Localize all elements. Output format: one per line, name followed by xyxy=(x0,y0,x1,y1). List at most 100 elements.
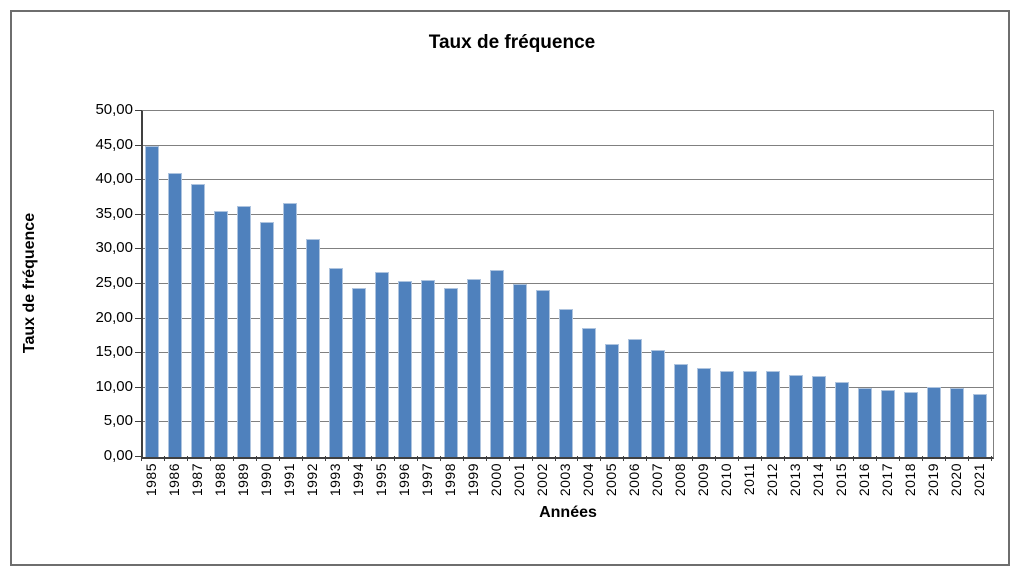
bar-2004 xyxy=(581,327,596,457)
x-tick-label-1991: 1991 xyxy=(281,463,298,497)
gridline-35 xyxy=(143,213,993,215)
x-tick-label-2018: 2018 xyxy=(901,463,918,497)
y-tick-label-20,00: 20,00 xyxy=(95,308,133,326)
bar-1992 xyxy=(306,239,321,457)
bar-1999 xyxy=(467,279,482,457)
y-tick-mark-20 xyxy=(135,318,142,319)
gridline-30 xyxy=(143,248,993,250)
x-tick-mark-30 xyxy=(830,456,832,461)
x-tick-mark-16 xyxy=(508,456,510,461)
x-tick-label-2001: 2001 xyxy=(511,463,528,497)
x-tick-label-1985: 1985 xyxy=(143,463,160,497)
x-tick-mark-32 xyxy=(876,456,878,461)
y-tick-mark-50 xyxy=(135,110,142,111)
x-tick-mark-28 xyxy=(784,456,786,461)
x-tick-mark-0 xyxy=(141,456,142,461)
x-tick-label-1996: 1996 xyxy=(396,463,413,497)
x-tick-mark-3 xyxy=(209,456,211,461)
y-tick-label-10,00: 10,00 xyxy=(95,377,133,395)
y-tick-label-45,00: 45,00 xyxy=(95,135,133,153)
x-tick-mark-5 xyxy=(255,456,257,461)
x-tick-label-2021: 2021 xyxy=(970,463,987,497)
bar-2001 xyxy=(513,284,528,457)
bar-2007 xyxy=(650,349,665,457)
x-tick-label-2020: 2020 xyxy=(947,463,964,497)
x-tick-mark-36 xyxy=(968,456,970,461)
x-tick-mark-21 xyxy=(623,456,625,461)
bar-2020 xyxy=(949,387,964,457)
x-tick-mark-4 xyxy=(232,456,234,461)
y-axis-title: Taux de fréquence xyxy=(21,212,38,354)
bar-2014 xyxy=(811,376,826,457)
x-tick-label-1997: 1997 xyxy=(419,463,436,497)
x-tick-label-2008: 2008 xyxy=(671,463,688,497)
y-tick-label-0,00: 0,00 xyxy=(103,447,133,464)
x-tick-label-1992: 1992 xyxy=(304,463,321,497)
y-tick-mark-0 xyxy=(135,456,142,457)
bar-2000 xyxy=(490,270,505,457)
gridline-40 xyxy=(143,179,993,181)
bar-1991 xyxy=(283,203,298,457)
x-tick-mark-19 xyxy=(577,456,579,461)
x-tick-label-2011: 2011 xyxy=(740,463,757,496)
x-tick-mark-18 xyxy=(554,456,556,461)
x-tick-label-1993: 1993 xyxy=(327,463,344,497)
x-tick-label-1986: 1986 xyxy=(166,463,183,497)
x-tick-mark-31 xyxy=(853,456,855,461)
y-tick-mark-5 xyxy=(135,421,142,422)
bar-1994 xyxy=(352,288,367,457)
x-tick-label-2015: 2015 xyxy=(832,463,849,497)
x-tick-label-2007: 2007 xyxy=(648,463,665,497)
y-tick-mark-40 xyxy=(135,179,142,180)
x-tick-label-2010: 2010 xyxy=(717,463,734,497)
bar-1996 xyxy=(398,281,413,457)
bar-2016 xyxy=(857,387,872,457)
x-tick-label-2013: 2013 xyxy=(786,463,803,497)
x-tick-label-2006: 2006 xyxy=(625,463,642,497)
bar-1997 xyxy=(421,279,436,457)
bar-2002 xyxy=(536,290,551,457)
y-tick-mark-30 xyxy=(135,248,142,249)
x-tick-mark-25 xyxy=(715,456,717,461)
bar-2017 xyxy=(880,389,895,457)
x-tick-label-1988: 1988 xyxy=(212,463,229,497)
bar-1986 xyxy=(168,173,183,457)
y-tick-label-25,00: 25,00 xyxy=(95,274,133,291)
x-tick-mark-2 xyxy=(186,456,188,461)
bar-2019 xyxy=(926,387,941,457)
x-tick-label-1998: 1998 xyxy=(442,463,459,497)
bar-2013 xyxy=(788,374,803,457)
x-tick-label-2000: 2000 xyxy=(488,463,505,497)
x-tick-mark-22 xyxy=(646,456,648,461)
x-tick-mark-14 xyxy=(462,456,464,461)
x-tick-label-1994: 1994 xyxy=(350,463,367,497)
gridline-45 xyxy=(143,144,993,146)
x-tick-label-2016: 2016 xyxy=(855,463,872,497)
bar-2021 xyxy=(972,394,987,457)
x-tick-label-2012: 2012 xyxy=(763,463,780,497)
bar-2009 xyxy=(696,368,711,457)
x-tick-label-1999: 1999 xyxy=(465,463,482,497)
x-tick-mark-23 xyxy=(669,456,671,461)
x-tick-mark-35 xyxy=(945,456,947,461)
x-tick-label-1987: 1987 xyxy=(189,463,206,497)
x-tick-mark-13 xyxy=(439,456,441,461)
x-tick-label-2002: 2002 xyxy=(534,463,551,497)
x-tick-mark-9 xyxy=(347,456,349,461)
y-tick-label-5,00: 5,00 xyxy=(103,412,133,430)
x-tick-mark-33 xyxy=(899,456,901,461)
plot-area xyxy=(141,110,994,459)
bar-1988 xyxy=(214,210,229,457)
bar-1987 xyxy=(191,184,206,457)
x-tick-label-1990: 1990 xyxy=(258,463,275,497)
x-tick-mark-8 xyxy=(324,456,326,461)
bar-2008 xyxy=(673,364,688,457)
bar-2010 xyxy=(719,370,734,457)
bar-2018 xyxy=(903,391,918,457)
y-tick-mark-45 xyxy=(135,145,142,146)
x-tick-mark-10 xyxy=(370,456,372,461)
y-tick-mark-15 xyxy=(135,352,142,353)
x-tick-label-2004: 2004 xyxy=(579,463,596,497)
bar-1998 xyxy=(444,288,459,457)
